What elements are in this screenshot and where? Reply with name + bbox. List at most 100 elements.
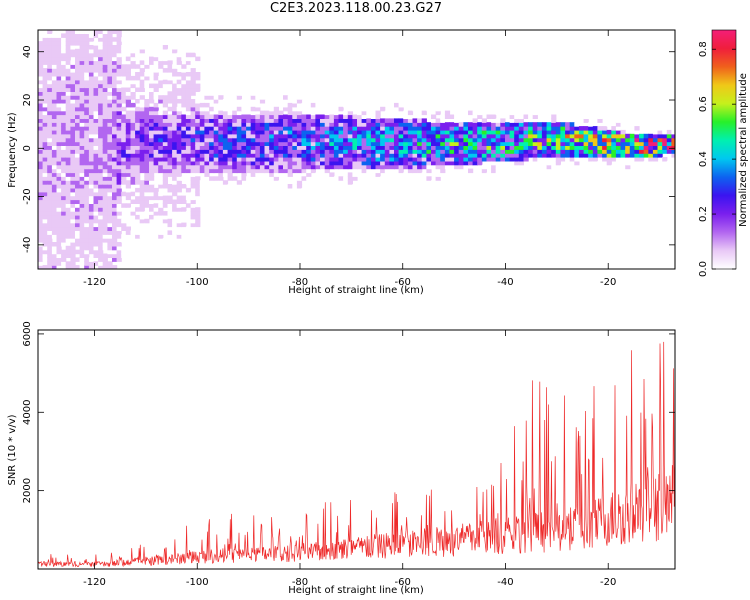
heatmap-cell (541, 180, 548, 185)
colorbar-ticks: 0.00.20.40.60.8 (698, 41, 736, 277)
heatmap-cell (329, 160, 335, 166)
heatmap-cell (477, 122, 483, 127)
heatmap-cell (324, 141, 330, 146)
heatmap-cell (47, 214, 53, 220)
heatmap-cell (167, 172, 173, 177)
heatmap-cell (65, 95, 71, 100)
heatmap-cell (454, 137, 460, 143)
heatmap-cell (246, 180, 252, 185)
heatmap-cell (93, 253, 99, 258)
heatmap-cell (79, 149, 85, 154)
heatmap-cell (444, 141, 451, 146)
heatmap-cell (172, 164, 178, 170)
heatmap-cell (102, 87, 108, 92)
heatmap-cell (121, 126, 127, 131)
heatmap-cell (273, 114, 279, 119)
heatmap-cell (555, 153, 561, 158)
heatmap-cell (93, 191, 99, 197)
heatmap-cell (537, 145, 543, 150)
spectrogram-cells (38, 30, 675, 269)
heatmap-cell (384, 118, 390, 123)
snr-ylabel: SNR (10 * v/v) (7, 414, 18, 485)
heatmap-cell (236, 187, 242, 193)
heatmap-cell (588, 129, 594, 135)
heatmap-cell (158, 149, 164, 154)
heatmap-cell (98, 52, 104, 58)
heatmap-cell (112, 199, 118, 204)
heatmap-cell (47, 168, 53, 174)
heatmap-cell (347, 114, 353, 119)
heatmap-cell (250, 118, 256, 123)
heatmap-cell (51, 72, 58, 77)
heatmap-cell (172, 83, 178, 89)
heatmap-cell (176, 195, 182, 201)
heatmap-cell (38, 68, 44, 73)
heatmap-cell (421, 129, 427, 135)
heatmap-cell (79, 160, 85, 166)
heatmap-cell (606, 149, 612, 154)
heatmap-cell (296, 99, 303, 104)
heatmap-cell (588, 122, 594, 127)
heatmap-cell (79, 218, 85, 224)
heatmap-cell (70, 60, 76, 65)
heatmap-cell (500, 137, 506, 143)
heatmap-cell (70, 211, 76, 216)
heatmap-cell (218, 122, 224, 127)
heatmap-cell (135, 137, 141, 143)
heatmap-cell (255, 191, 261, 197)
heatmap-cell (574, 149, 580, 154)
heatmap-cell (102, 106, 108, 112)
heatmap-cell (569, 149, 575, 154)
heatmap-cell (98, 95, 104, 100)
heatmap-cell (204, 114, 210, 119)
heatmap-cell (61, 37, 67, 42)
heatmap-cell (102, 91, 108, 96)
heatmap-cell (121, 129, 127, 135)
heatmap-cell (172, 230, 178, 235)
heatmap-cell (250, 164, 256, 170)
heatmap-cell (426, 122, 432, 127)
heatmap-cell (204, 164, 210, 170)
heatmap-cell (195, 160, 201, 166)
heatmap-cell (227, 164, 233, 170)
heatmap-cell (79, 253, 85, 258)
heatmap-cell (195, 242, 201, 247)
heatmap-cell (65, 230, 71, 235)
heatmap-cell (417, 149, 423, 154)
heatmap-cell (144, 187, 150, 193)
heatmap-cell (181, 56, 187, 62)
heatmap-cell (195, 75, 201, 81)
heatmap-cell (269, 126, 275, 131)
heatmap-cell (190, 245, 196, 251)
heatmap-cell (273, 129, 279, 135)
heatmap-cell (42, 191, 48, 197)
heatmap-cell (449, 133, 455, 139)
heatmap-cell (176, 126, 182, 131)
heatmap-cell (449, 126, 455, 131)
heatmap-cell (167, 187, 173, 193)
heatmap-cell (652, 153, 659, 158)
heatmap-cell (384, 129, 390, 135)
heatmap-cell (75, 56, 81, 62)
heatmap-cell (176, 114, 182, 119)
heatmap-cell (176, 222, 182, 228)
heatmap-cell (292, 75, 298, 81)
heatmap-cell (135, 145, 141, 150)
heatmap-cell (329, 199, 335, 204)
heatmap-cell (227, 172, 233, 177)
heatmap-cell (412, 118, 418, 123)
heatmap-cell (389, 122, 395, 127)
heatmap-cell (98, 64, 104, 69)
heatmap-cell (278, 160, 284, 166)
heatmap-cell (306, 160, 312, 166)
heatmap-cell (361, 133, 367, 139)
heatmap-cell (195, 48, 201, 54)
heatmap-cell (648, 141, 654, 146)
heatmap-cell (287, 168, 293, 174)
heatmap-cell (532, 153, 538, 158)
heatmap-cell (528, 126, 534, 131)
heatmap-cell (491, 168, 497, 174)
heatmap-cell (116, 48, 122, 54)
heatmap-cell (625, 141, 631, 146)
heatmap-cell (56, 172, 62, 177)
